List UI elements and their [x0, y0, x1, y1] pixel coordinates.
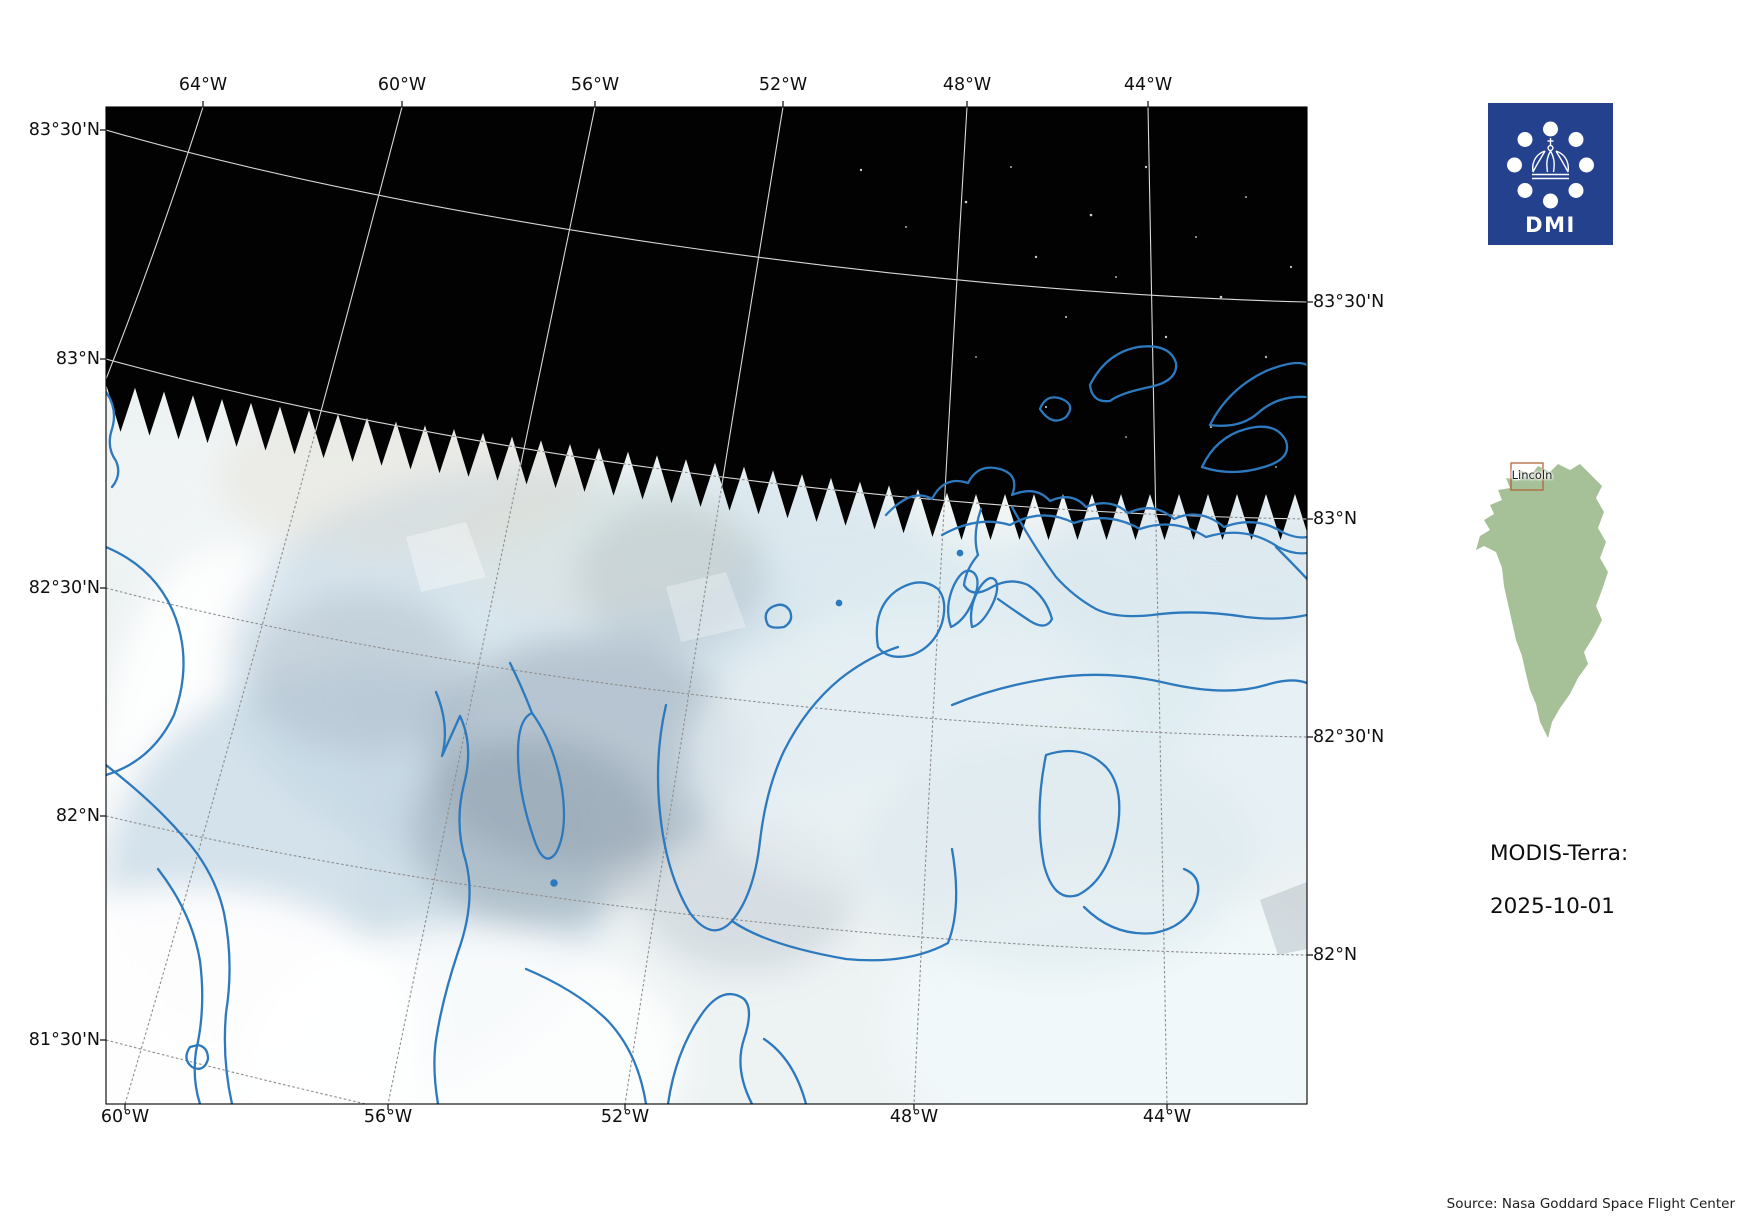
bottom-axis-label: 52°W — [600, 1107, 650, 1127]
right-axis-label: 82°N — [1313, 945, 1358, 965]
top-axis-label: 52°W — [758, 75, 808, 95]
image-date: 2025-10-01 — [1490, 894, 1615, 919]
greenland-silhouette — [1476, 464, 1608, 738]
top-axis-label: 56°W — [570, 75, 620, 95]
bottom-axis-label: 56°W — [363, 1107, 413, 1127]
no-data-sky-region — [106, 107, 1307, 540]
map-border — [105, 106, 1308, 1105]
top-axis-label: 64°W — [178, 75, 228, 95]
top-axis-label: 48°W — [942, 75, 992, 95]
left-axis-label: 82°30'N — [28, 578, 100, 598]
left-axis-label: 83°30'N — [28, 120, 100, 140]
axis-ticks — [100, 101, 1313, 1110]
star-speckles — [859, 165, 1293, 468]
dmi-logo: DMI — [1488, 103, 1613, 245]
bottom-axis-label: 60°W — [100, 1107, 150, 1127]
right-axis-label: 82°30'N — [1313, 727, 1385, 747]
dmi-crown-icon — [1507, 121, 1594, 209]
source-credit: Source: Nasa Goddard Space Flight Center — [1446, 1196, 1735, 1212]
region-highlight-box — [1510, 462, 1544, 491]
region-label: Lincoln — [1511, 468, 1553, 482]
bottom-axis-label: 44°W — [1142, 1107, 1192, 1127]
satellite-map-figure — [100, 101, 1313, 1110]
top-axis-label: 60°W — [377, 75, 427, 95]
data-gap-patch — [260, 1075, 380, 1104]
top-axis-label: 44°W — [1123, 75, 1173, 95]
right-axis-label: 83°N — [1313, 509, 1358, 529]
dmi-logo-text: DMI — [1525, 213, 1576, 237]
left-axis-label: 81°30'N — [28, 1030, 100, 1050]
left-axis-label: 83°N — [55, 349, 100, 369]
granule-tile-edges — [260, 522, 1307, 1104]
greenland-inset-map — [1476, 462, 1608, 738]
bottom-axis-label: 48°W — [889, 1107, 939, 1127]
instrument-label: MODIS-Terra: — [1490, 841, 1629, 866]
coastline-contours — [106, 345, 1307, 1104]
right-axis-label: 83°30'N — [1313, 292, 1385, 312]
left-axis-label: 82°N — [55, 806, 100, 826]
